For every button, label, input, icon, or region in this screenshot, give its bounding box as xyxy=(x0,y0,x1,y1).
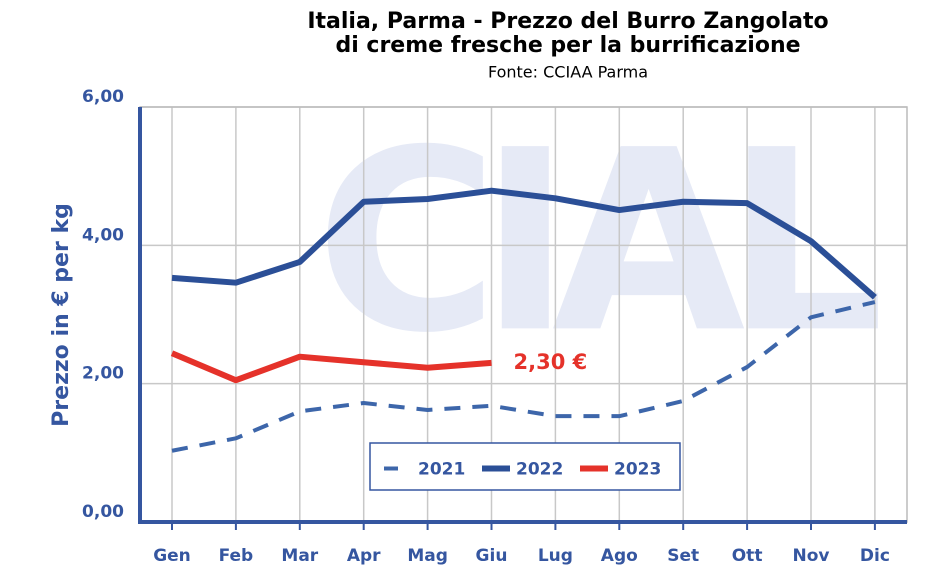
y-axis-label: Prezzo in € per kg xyxy=(49,203,74,427)
legend-label: 2023 xyxy=(614,460,661,480)
y-tick-label: 2,00 xyxy=(82,364,124,384)
x-tick-label: Ago xyxy=(601,546,638,566)
legend-label: 2022 xyxy=(516,460,563,480)
x-tick-label: Gen xyxy=(153,546,191,566)
x-tick-label: Lug xyxy=(538,546,573,566)
line-series xyxy=(171,300,876,453)
line-series xyxy=(170,350,492,384)
x-tick-label: Dic xyxy=(860,546,890,566)
line-series xyxy=(171,187,877,300)
x-tick-label: Giu xyxy=(476,546,508,566)
x-tick-label: Apr xyxy=(347,546,381,566)
y-tick-label: 6,00 xyxy=(82,87,124,107)
x-tick-label: Mar xyxy=(281,546,318,566)
x-tick-label: Set xyxy=(667,546,699,566)
data-label: 2,30 € xyxy=(514,350,588,374)
x-tick-label: Mag xyxy=(407,546,448,566)
watermark: CIAL xyxy=(315,96,878,387)
legend-box xyxy=(369,442,681,491)
legend-label: 2021 xyxy=(418,460,465,480)
chart-title: Italia, Parma - Prezzo del Burro Zangola… xyxy=(307,9,828,34)
x-tick-label: Nov xyxy=(793,546,830,566)
y-tick-label: 4,00 xyxy=(82,225,124,245)
chart-title: di creme fresche per la burrificazione xyxy=(335,33,800,58)
y-tick-label: 0,00 xyxy=(82,502,124,522)
x-tick-label: Feb xyxy=(219,546,254,566)
x-tick-label: Ott xyxy=(732,546,763,566)
chart-subtitle: Fonte: CCIAA Parma xyxy=(488,63,648,82)
